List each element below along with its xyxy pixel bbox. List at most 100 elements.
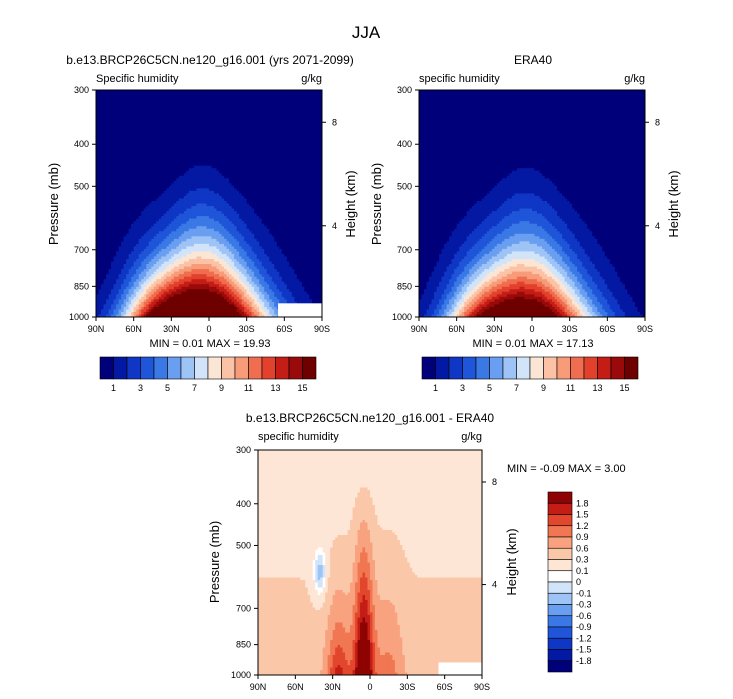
contour-cell — [209, 299, 213, 303]
contour-cell — [176, 140, 180, 144]
contour-cell — [131, 208, 135, 212]
contour-cell — [201, 286, 205, 290]
contour-cell — [163, 281, 167, 285]
contour-cell — [113, 200, 117, 205]
contour-cell — [178, 195, 182, 200]
contour-cell — [214, 314, 218, 317]
contour-cell — [163, 145, 167, 149]
contour-cell — [131, 248, 135, 253]
contour-cell — [188, 165, 193, 169]
contour-cell — [181, 291, 185, 295]
contour-cell — [156, 258, 160, 263]
contour-cell — [98, 90, 102, 94]
contour-cell — [136, 170, 140, 174]
contour-cell — [221, 238, 225, 242]
contour-cell — [206, 183, 210, 187]
contour-cell — [103, 238, 107, 242]
contour-cell — [111, 238, 115, 242]
contour-cell — [188, 175, 193, 179]
contour-cell — [226, 208, 230, 212]
contour-cell — [98, 304, 102, 308]
contour-cell — [106, 165, 110, 169]
contour-cell — [141, 286, 145, 290]
contour-cell — [106, 301, 110, 305]
contour-cell — [148, 180, 152, 184]
contour-cell — [214, 241, 218, 245]
contour-cell — [143, 132, 147, 136]
contour-cell — [136, 299, 140, 303]
contour-cell — [211, 150, 215, 154]
contour-cell — [111, 284, 115, 288]
contour-cell — [203, 107, 208, 111]
contour-cell — [156, 160, 160, 164]
contour-cell — [98, 178, 102, 182]
contour-cell — [216, 193, 220, 197]
contour-cell — [126, 238, 130, 242]
contour-cell — [234, 127, 238, 131]
contour-cell — [148, 231, 152, 235]
contour-cell — [193, 253, 198, 258]
contour-cell — [141, 236, 145, 240]
contour-cell — [141, 213, 145, 217]
contour-cell — [156, 188, 160, 192]
contour-cell — [209, 311, 213, 316]
contour-cell — [176, 299, 180, 303]
contour-cell — [111, 170, 115, 174]
contour-cell — [146, 314, 150, 317]
contour-cell — [141, 185, 145, 189]
contour-cell — [103, 251, 107, 255]
contour-cell — [229, 122, 233, 126]
contour-cell — [183, 160, 187, 164]
contour-cell — [168, 284, 172, 288]
contour-cell — [203, 289, 208, 293]
contour-cell — [168, 142, 172, 147]
contour-cell — [121, 218, 125, 222]
contour-cell — [181, 92, 185, 96]
contour-cell — [166, 160, 170, 164]
contour-cell — [216, 112, 220, 116]
contour-cell — [133, 206, 137, 210]
contour-cell — [133, 216, 137, 220]
contour-cell — [116, 266, 120, 270]
contour-cell — [156, 281, 160, 285]
contour-cell — [171, 137, 175, 142]
contour-cell — [163, 306, 167, 311]
contour-cell — [96, 251, 100, 255]
contour-cell — [193, 238, 198, 242]
contour-cell — [138, 97, 142, 101]
contour-cell — [106, 125, 110, 129]
contour-cell — [141, 274, 145, 278]
contour-cell — [131, 286, 135, 290]
contour-cell — [128, 256, 132, 260]
contour-cell — [191, 261, 195, 265]
contour-cell — [203, 306, 208, 311]
contour-cell — [226, 100, 230, 104]
contour-cell — [128, 271, 132, 275]
contour-cell — [126, 163, 130, 167]
contour-cell — [98, 110, 102, 114]
contour-cell — [166, 153, 170, 157]
contour-cell — [133, 296, 137, 300]
contour-cell — [141, 238, 145, 242]
contour-cell — [181, 216, 185, 220]
contour-cell — [148, 178, 152, 182]
contour-cell — [181, 90, 185, 94]
contour-cell — [201, 168, 205, 172]
contour-cell — [168, 165, 172, 169]
contour-cell — [156, 95, 160, 99]
contour-cell — [113, 183, 117, 187]
contour-cell — [146, 274, 150, 278]
contour-cell — [173, 264, 177, 268]
contour-cell — [158, 185, 162, 189]
contour-cell — [211, 198, 215, 202]
contour-cell — [219, 130, 223, 134]
contour-cell — [163, 286, 167, 290]
contour-cell — [141, 183, 145, 187]
contour-cell — [101, 253, 105, 258]
contour-cell — [96, 238, 100, 242]
contour-cell — [118, 281, 122, 285]
contour-cell — [158, 112, 162, 116]
contour-cell — [121, 208, 125, 212]
contour-cell — [229, 185, 233, 189]
contour-cell — [229, 241, 233, 245]
